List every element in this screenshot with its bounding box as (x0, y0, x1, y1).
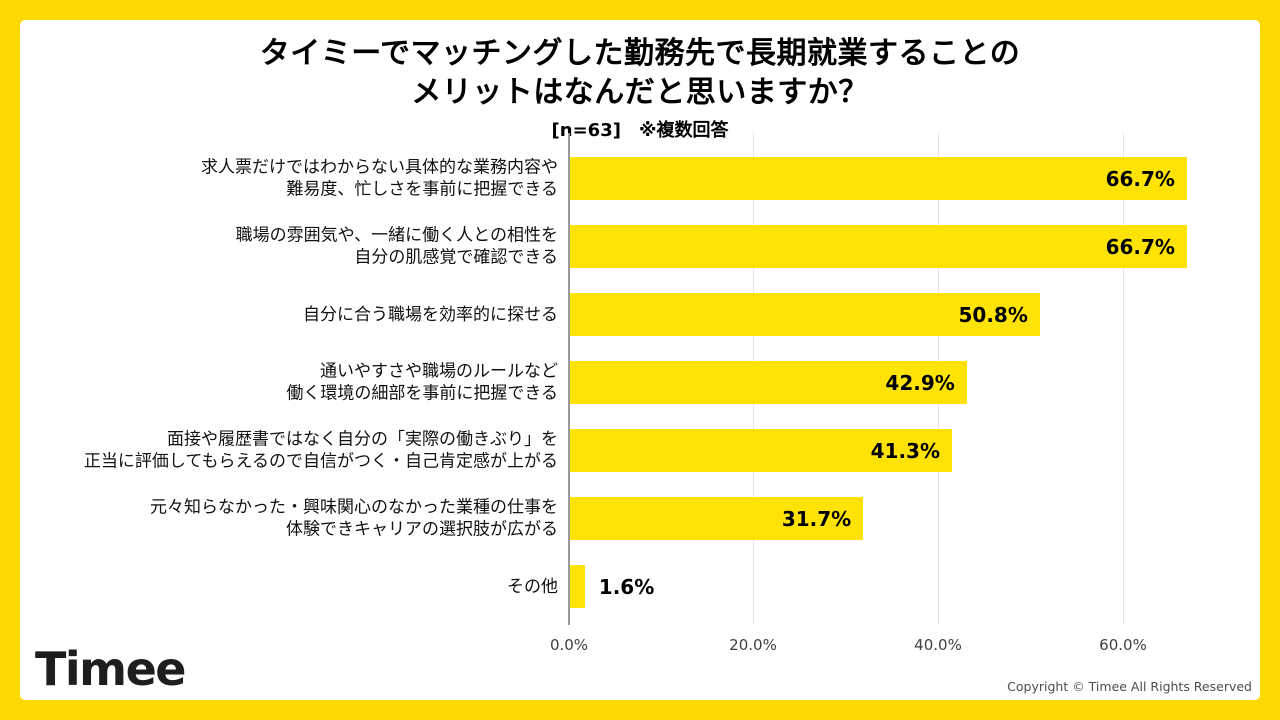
slide: タイミーでマッチングした勤務先で長期就業することの メリットはなんだと思いますか… (20, 20, 1260, 700)
value-label: 50.8% (958, 302, 1028, 327)
category-label: その他 (507, 575, 558, 598)
bar (570, 157, 1187, 200)
category-label: 自分に合う職場を効率的に探せる (303, 303, 558, 326)
category-label: 職場の雰囲気や、一緒に働く人との相性を 自分の肌感覚で確認できる (236, 224, 558, 269)
value-label: 31.7% (781, 506, 852, 531)
category-label-line: 体験できキャリアの選択肢が広がる (286, 519, 558, 540)
category-label-line: 職場の雰囲気や、一緒に働く人との相性を (235, 225, 558, 245)
chart-title-line-2: メリットはなんだと思いますか？ (411, 75, 869, 110)
category-label-line: 面接や履歴書ではなく自分の「実際の働きぶり」を (167, 429, 558, 449)
x-tick-label: 20.0% (729, 636, 777, 654)
y-axis-line (568, 133, 570, 625)
category-label: 元々知らなかった・興味関心のなかった業種の仕事を 体験できキャリアの選択肢が広がる (150, 496, 558, 541)
category-label-line: 通いやすさや職場のルールなど (320, 361, 558, 381)
bar (570, 429, 953, 472)
category-label: 通いやすさや職場のルールなど 働く環境の細部を事前に把握できる (286, 360, 558, 405)
bar (570, 497, 864, 540)
chart-title-block: タイミーでマッチングした勤務先で長期就業することの メリットはなんだと思いますか… (20, 34, 1260, 142)
chart-title-line-1: タイミーでマッチングした勤務先で長期就業することの (259, 36, 1021, 71)
category-label: 面接や履歴書ではなく自分の「実際の働きぶり」を 正当に評価してもらえるので自信がつ… (84, 428, 558, 473)
category-label-line: その他 (507, 576, 558, 597)
x-tick-label: 0.0% (549, 636, 589, 654)
value-label: 66.7% (1105, 234, 1175, 259)
category-label-line: 求人票だけではわからない具体的な業務内容や (201, 157, 558, 177)
value-label: 1.6% (598, 574, 655, 599)
value-label: 42.9% (885, 370, 955, 395)
value-label: 66.7% (1105, 166, 1175, 191)
bar (570, 565, 585, 608)
bar (570, 225, 1187, 268)
copyright-text: Copyright © Timee All Rights Reserved (1007, 679, 1252, 694)
category-label-line: 働く環境の細部を事前に把握できる (286, 383, 558, 404)
x-gridline (1123, 133, 1124, 625)
category-label-line: 難易度、忙しさを事前に把握できる (286, 179, 558, 200)
category-label-line: 正当に評価してもらえるので自信がつく・自己肯定感が上がる (83, 451, 558, 472)
value-label: 41.3% (870, 438, 941, 463)
category-label-line: 自分の肌感覚で確認できる (354, 247, 558, 268)
x-tick-label: 60.0% (1099, 636, 1147, 654)
x-tick-label: 40.0% (914, 636, 962, 654)
chart-plot: 0.0% 20.0% 40.0% 60.0% 66.7% 66.7% 50.8% 42.9% 4… (550, 133, 1250, 654)
bar (570, 361, 967, 404)
category-label: 求人票だけではわからない具体的な業務内容や 難易度、忙しさを事前に把握できる (201, 156, 558, 201)
category-label-line: 自分に合う職場を効率的に探せる (303, 304, 558, 325)
bar (570, 293, 1040, 336)
category-label-line: 元々知らなかった・興味関心のなかった業種の仕事を (150, 497, 558, 517)
timee-logo: Timee (35, 642, 186, 696)
chart-subtitle: [n=63] ※複数回答 (551, 120, 729, 141)
